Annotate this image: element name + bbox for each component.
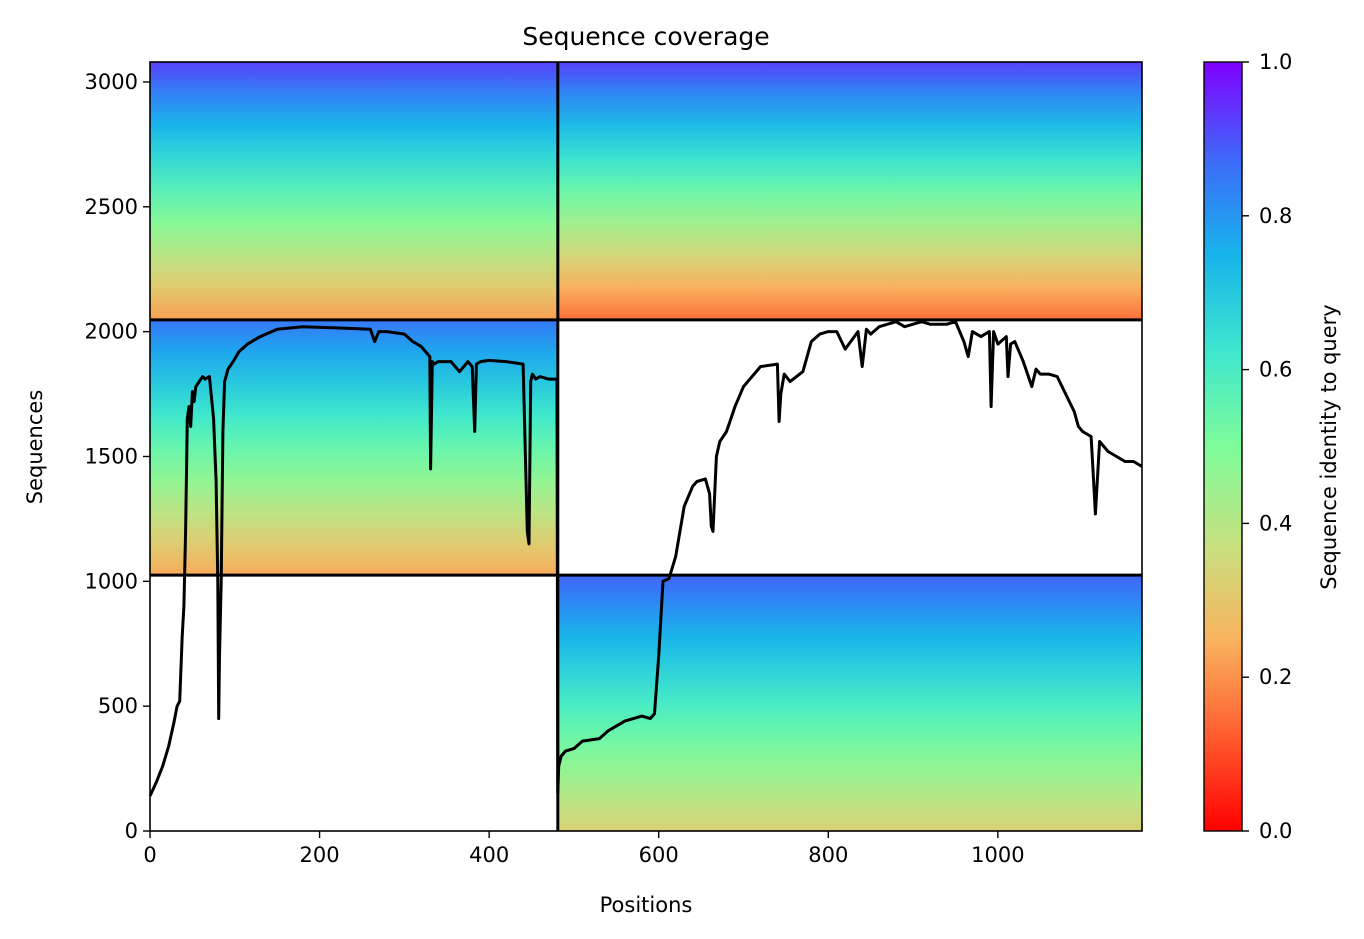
y-tick-label: 1500 — [85, 444, 138, 468]
colorbar-tick-label: 0.4 — [1259, 511, 1292, 535]
block-dividers — [150, 62, 1142, 831]
block-chain-B-paired — [557, 62, 1142, 320]
x-tick-label: 800 — [808, 843, 848, 867]
colorbar-tick-label: 0.6 — [1259, 358, 1292, 382]
coverage-line-layer — [148, 320, 1143, 797]
chart-title: Sequence coverage — [522, 22, 769, 51]
colorbar-tick-label: 0.2 — [1259, 665, 1292, 689]
y-tick-label: 3000 — [85, 70, 138, 94]
colorbar-axis: 0.0 0.2 0.4 0.6 0.8 1.0 — [1242, 50, 1292, 843]
colorbar-label: Sequence identity to query — [1317, 304, 1341, 589]
x-axis-label: Positions — [600, 893, 693, 917]
coverage-line — [148, 320, 1143, 797]
colorbar-tick-label: 1.0 — [1259, 50, 1292, 74]
x-tick-label: 400 — [469, 843, 509, 867]
x-tick-label: 1000 — [971, 843, 1024, 867]
y-tick-label: 2500 — [85, 195, 138, 219]
msa-blocks — [150, 62, 1142, 831]
x-axis: 0 200 400 600 800 1000 — [143, 831, 1025, 867]
colorbar-tick-label: 0.8 — [1259, 204, 1292, 228]
y-axis: 0 500 1000 1500 2000 2500 3000 — [85, 70, 150, 843]
block-chain-A-paired — [150, 62, 558, 320]
x-tick-label: 200 — [300, 843, 340, 867]
colorbar — [1203, 61, 1243, 832]
x-tick-label: 600 — [639, 843, 679, 867]
block-chain-A-unpaired — [150, 319, 558, 576]
colorbar-tick-label: 0.0 — [1259, 819, 1292, 843]
block-chain-B-unpaired — [557, 575, 1142, 831]
y-tick-label: 2000 — [85, 320, 138, 344]
y-tick-label: 0 — [125, 819, 138, 843]
x-tick-label: 0 — [143, 843, 156, 867]
plot-frame — [149, 61, 1143, 832]
y-tick-label: 1000 — [85, 569, 138, 593]
y-tick-label: 500 — [98, 694, 138, 718]
y-axis-label: Sequences — [23, 390, 47, 505]
